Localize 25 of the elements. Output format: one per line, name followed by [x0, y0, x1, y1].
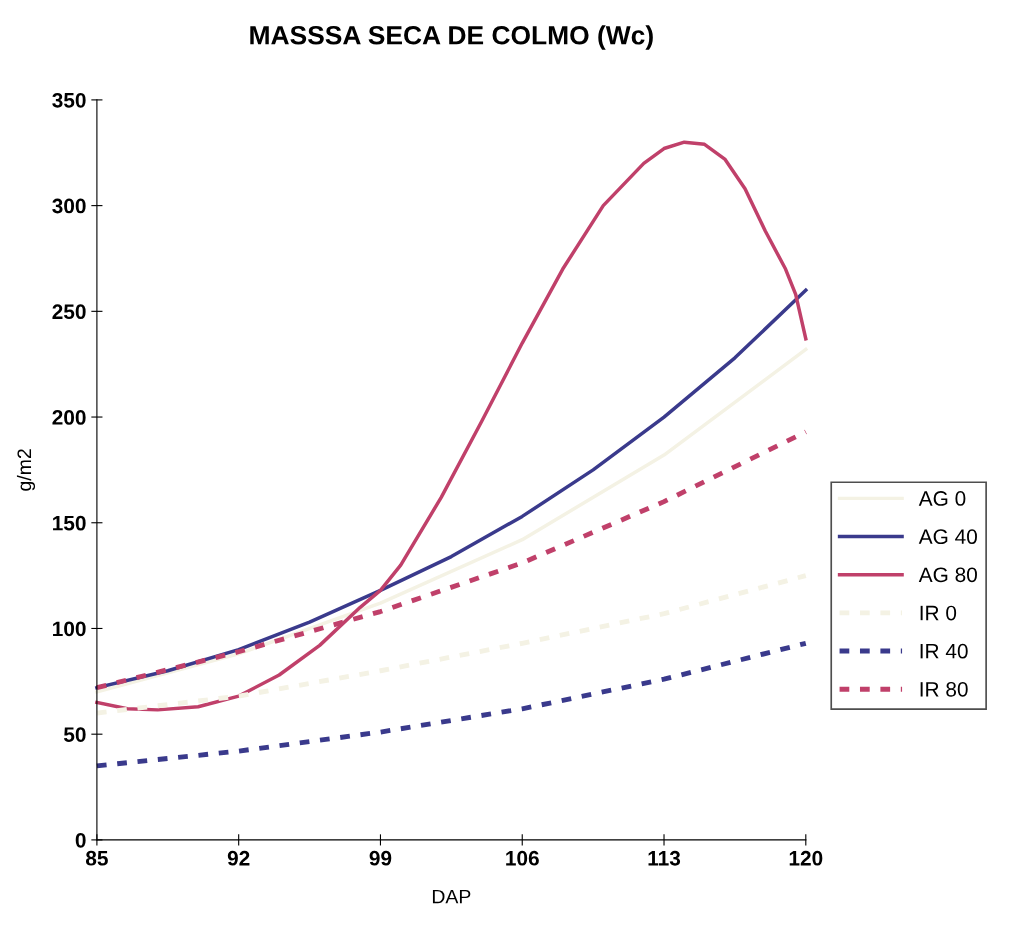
y-tick-label: 100: [53, 621, 86, 637]
y-tick-label: 300: [52, 198, 86, 214]
chart-title: MASSSA SECA DE COLMO (Wc): [250, 25, 653, 50]
x-tick-label: 113: [648, 850, 681, 866]
y-axis-title: g/m2: [16, 449, 36, 491]
x-tick-label: 106: [506, 850, 539, 866]
legend-label: IR 40: [920, 643, 968, 659]
legend-label: IR 80: [920, 681, 968, 697]
x-tick-label: 92: [227, 850, 250, 866]
y-tick-label: 250: [52, 304, 86, 320]
y-tick-label: 350: [52, 92, 86, 108]
legend-label: AG 80: [918, 567, 977, 583]
legend-label: AG 0: [918, 491, 966, 506]
legend-label: IR 0: [920, 605, 957, 621]
y-tick-label: 150: [53, 515, 86, 531]
y-tick-label: 50: [63, 727, 86, 742]
x-tick-label: 99: [369, 850, 392, 866]
legend-label: AG 40: [918, 529, 977, 545]
x-axis-title: DAP: [432, 889, 471, 904]
y-tick-label: 0: [75, 832, 86, 848]
x-tick-label: 85: [85, 850, 108, 866]
y-tick-label: 200: [52, 410, 86, 425]
line-series: [95, 140, 808, 712]
line-series: [95, 347, 808, 694]
x-tick-label: 120: [789, 850, 823, 866]
